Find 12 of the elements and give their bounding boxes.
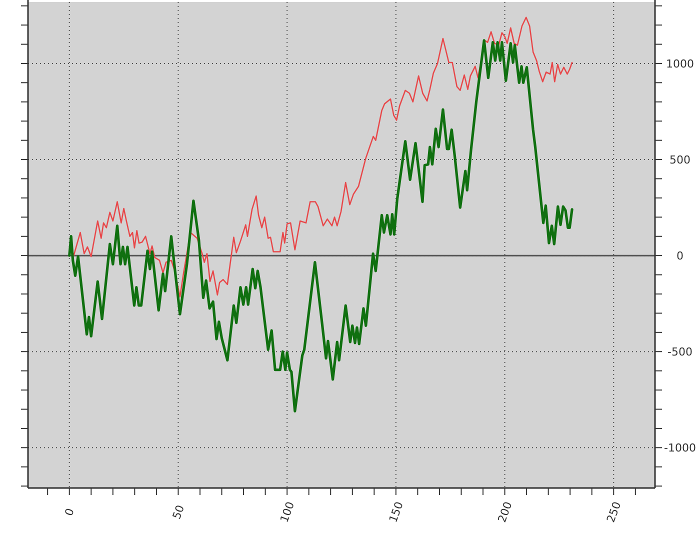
x-tick-label: 0	[62, 506, 77, 518]
x-tick-label: 100	[278, 500, 298, 524]
x-tick-label: 250	[604, 500, 624, 524]
y-tick-label: -500	[668, 345, 692, 358]
y-tick-label: 1000	[666, 57, 694, 70]
y-tick-label: -1000	[664, 442, 696, 455]
y-tick-label: 500	[670, 153, 690, 166]
x-tick-label: 200	[495, 500, 515, 524]
x-tick-label: 50	[170, 503, 188, 521]
x-tick-label: 150	[386, 500, 406, 524]
line-series	[68, 39, 574, 412]
y-tick-label: 0	[676, 249, 684, 262]
